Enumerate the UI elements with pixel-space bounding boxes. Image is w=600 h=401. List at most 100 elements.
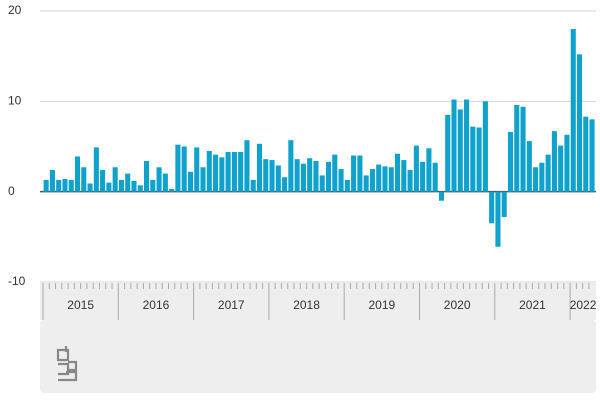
x-tick-label: 2021	[519, 298, 546, 312]
bar	[282, 177, 288, 192]
y-tick-label: 20	[8, 3, 22, 17]
bar	[81, 167, 87, 192]
bar	[106, 182, 112, 192]
bar	[319, 175, 325, 192]
bar	[382, 166, 388, 192]
bar	[432, 162, 438, 192]
bar	[300, 163, 306, 192]
y-tick-label: 0	[8, 184, 15, 198]
bar	[520, 106, 526, 192]
bar	[56, 179, 62, 192]
y-tick-label: 10	[8, 94, 22, 108]
bar	[93, 147, 99, 192]
bar	[181, 146, 187, 192]
x-tick-label: 2020	[444, 298, 471, 312]
bar	[388, 167, 394, 192]
bar	[112, 167, 118, 192]
bar	[476, 127, 482, 192]
bar	[213, 154, 219, 192]
x-tick-label: 2018	[293, 298, 320, 312]
bar	[238, 151, 244, 192]
bar	[545, 154, 551, 192]
bar	[162, 173, 168, 192]
bar	[344, 179, 350, 192]
bar	[169, 188, 175, 192]
bar	[200, 167, 206, 192]
x-tick-label: 2015	[67, 298, 94, 312]
bar	[407, 169, 413, 192]
bar	[363, 175, 369, 192]
bar	[144, 160, 150, 192]
bar	[395, 153, 401, 192]
bar	[558, 145, 564, 192]
bar	[187, 171, 193, 192]
bar	[576, 54, 583, 192]
footer-panel	[40, 320, 596, 393]
bar	[464, 99, 470, 192]
bar	[526, 141, 532, 192]
bar	[420, 161, 426, 192]
bar	[551, 131, 557, 192]
bar	[332, 154, 338, 192]
bar	[288, 140, 294, 192]
bar	[376, 164, 382, 192]
bar	[231, 151, 237, 192]
bar	[137, 185, 143, 192]
bar	[357, 155, 363, 192]
bar	[457, 109, 463, 192]
bar	[100, 169, 106, 192]
bar	[49, 169, 55, 192]
bar	[206, 151, 212, 192]
bar	[275, 165, 281, 192]
bar	[445, 114, 451, 192]
bar	[74, 156, 81, 192]
bar	[489, 191, 495, 224]
x-tick-label: 2016	[143, 298, 170, 312]
bar	[244, 140, 250, 192]
x-tick-label: 2022	[570, 298, 597, 312]
bar	[564, 134, 570, 192]
bar	[62, 179, 68, 192]
bar	[194, 147, 200, 192]
logo	[56, 346, 78, 382]
bar	[256, 143, 263, 192]
bar	[413, 145, 419, 192]
bar	[175, 144, 181, 192]
bar	[482, 101, 488, 192]
bar	[150, 179, 156, 192]
bar	[401, 160, 407, 192]
bar	[250, 179, 256, 192]
y-tick-label: -10	[8, 274, 26, 288]
bar	[426, 148, 432, 192]
bar	[325, 161, 332, 192]
bar	[583, 116, 589, 192]
bar	[470, 126, 476, 192]
bar	[451, 99, 457, 192]
bar	[514, 104, 520, 192]
bar	[307, 158, 313, 192]
bar	[501, 191, 507, 217]
bar	[156, 167, 162, 192]
bar	[118, 179, 124, 192]
bar	[68, 179, 74, 192]
bar	[589, 119, 595, 192]
bar	[87, 183, 93, 192]
bar	[495, 191, 501, 247]
bar	[338, 169, 344, 192]
bar	[369, 169, 375, 192]
bar	[43, 179, 49, 192]
bar	[225, 151, 231, 192]
bar	[125, 173, 131, 192]
bar	[294, 159, 300, 192]
bar	[507, 132, 514, 192]
bar	[269, 160, 275, 192]
bar	[533, 167, 539, 192]
bar	[539, 162, 545, 192]
bar	[438, 191, 444, 201]
x-tick-label: 2017	[218, 298, 245, 312]
bar	[351, 155, 357, 192]
bar	[263, 159, 269, 192]
bar	[313, 160, 319, 192]
bar	[131, 180, 137, 192]
